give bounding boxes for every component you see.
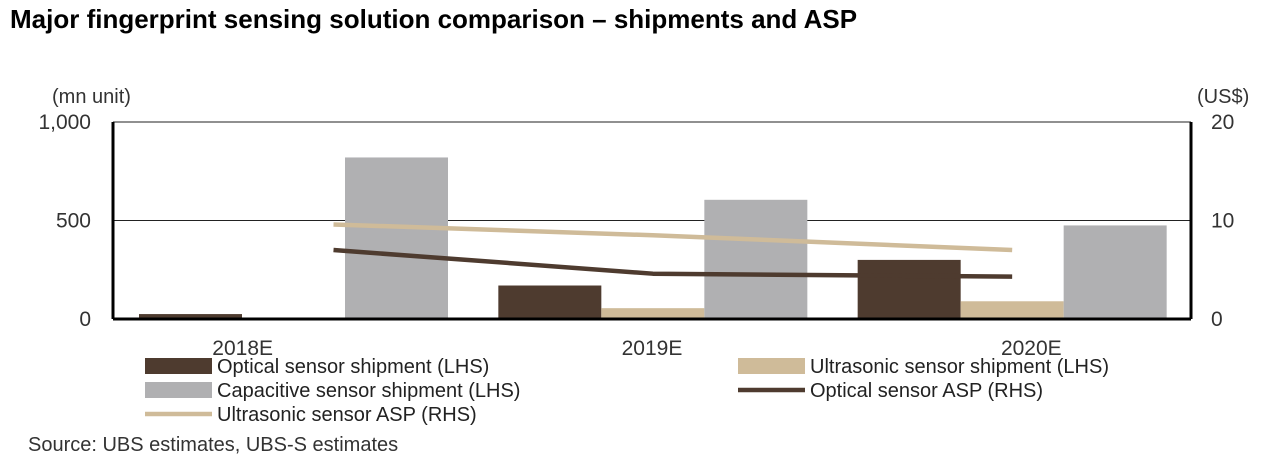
- line-ultrasonic-sensor-asp-rhs: [333, 222, 1013, 253]
- bar-optical-sensor-shipment-lhs: [857, 259, 961, 319]
- x-tick-label: 2019E: [622, 337, 683, 360]
- bar-optical-sensor-shipment-lhs: [139, 314, 242, 319]
- source-note: Source: UBS estimates, UBS-S estimates: [28, 434, 399, 456]
- bar-capacitive-sensor-shipment-lhs: [345, 157, 448, 319]
- left-tick-label: 500: [56, 210, 91, 233]
- legend-swatch-capacitive-sensor-shipment-lhs: [145, 382, 212, 398]
- right-axis-unit-label: (US$): [1197, 86, 1250, 108]
- chart-title: Major fingerprint sensing solution compa…: [10, 4, 858, 34]
- legend-label-ultrasonic-sensor-shipment-lhs: Ultrasonic sensor shipment (LHS): [810, 356, 1109, 378]
- left-tick-label: 1,000: [38, 111, 91, 134]
- legend-label-ultrasonic-sensor-asp-rhs: Ultrasonic sensor ASP (RHS): [217, 404, 477, 426]
- bar-optical-sensor-shipment-lhs: [498, 285, 602, 319]
- right-tick-label: 20: [1211, 111, 1234, 134]
- bar-ultrasonic-sensor-shipment-lhs: [960, 301, 1064, 319]
- legend-label-optical-sensor-asp-rhs: Optical sensor ASP (RHS): [810, 380, 1043, 402]
- legend-swatch-ultrasonic-sensor-shipment-lhs: [738, 358, 805, 374]
- x-tick-label: 2020E: [1001, 337, 1062, 360]
- legend-label-optical-sensor-shipment-lhs: Optical sensor shipment (LHS): [217, 356, 489, 378]
- right-tick-label: 0: [1211, 308, 1223, 331]
- legend-label-capacitive-sensor-shipment-lhs: Capacitive sensor shipment (LHS): [217, 380, 520, 402]
- left-axis-unit-label: (mn unit): [52, 86, 131, 108]
- line-optical-sensor-asp-rhs: [333, 247, 1013, 279]
- bar-ultrasonic-sensor-shipment-lhs: [601, 308, 705, 319]
- left-tick-label: 0: [79, 308, 91, 331]
- bar-capacitive-sensor-shipment-lhs: [1063, 225, 1167, 319]
- right-tick-label: 10: [1211, 210, 1234, 233]
- bar-capacitive-sensor-shipment-lhs: [704, 199, 808, 319]
- x-tick-label: 2018E: [212, 337, 273, 360]
- legend-swatch-optical-sensor-shipment-lhs: [145, 358, 212, 374]
